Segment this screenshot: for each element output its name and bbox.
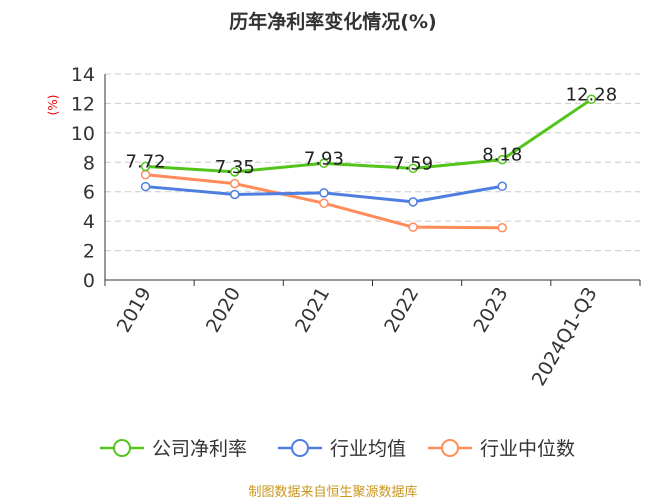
x-tick-label: 2024Q1-Q3 — [528, 284, 602, 390]
legend-marker — [113, 439, 131, 457]
data-label: 7.93 — [304, 148, 344, 169]
data-point — [319, 188, 329, 198]
y-tick-label: 4 — [83, 211, 95, 233]
y-tick-label: 10 — [71, 123, 95, 145]
data-label: 12.28 — [566, 84, 618, 105]
data-point — [497, 223, 507, 233]
legend-marker — [441, 439, 459, 457]
data-point — [497, 181, 507, 192]
x-tick-label: 2022 — [380, 284, 423, 337]
data-point — [140, 181, 151, 192]
data-point — [319, 198, 329, 208]
y-axis-label: (%) — [46, 95, 60, 116]
data-point — [230, 178, 240, 189]
data-label: 7.35 — [215, 157, 255, 178]
data-label: 7.59 — [393, 153, 433, 174]
y-tick-label: 6 — [83, 182, 95, 204]
data-point — [230, 189, 240, 200]
data-point — [140, 161, 151, 172]
x-tick-label: 2020 — [202, 284, 245, 337]
data-point — [497, 154, 507, 165]
x-tick-label: 2023 — [469, 284, 512, 337]
y-tick-label: 8 — [83, 152, 95, 174]
data-label: 8.18 — [482, 145, 522, 166]
y-tick-label: 12 — [71, 93, 95, 115]
chart-title: 历年净利率变化情况(%) — [229, 10, 436, 33]
y-tick-label: 14 — [71, 64, 95, 86]
data-point — [408, 222, 418, 232]
x-tick-label: 2021 — [291, 284, 334, 337]
legend-marker — [291, 439, 309, 457]
legend-label: 行业均值 — [330, 438, 406, 460]
y-tick-label: 0 — [83, 270, 95, 292]
data-point — [408, 163, 418, 174]
legend-label: 行业中位数 — [480, 438, 575, 460]
data-point — [230, 167, 240, 177]
data-point — [319, 158, 329, 169]
data-point — [408, 197, 418, 207]
legend-label: 公司净利率 — [152, 438, 247, 460]
series-line — [145, 98, 593, 174]
y-tick-label: 2 — [83, 241, 95, 263]
footer-source: 制图数据来自恒生聚源数据库 — [248, 484, 417, 500]
data-label: 7.72 — [126, 151, 166, 172]
x-tick-label: 2019 — [113, 284, 156, 337]
data-point — [586, 94, 597, 105]
